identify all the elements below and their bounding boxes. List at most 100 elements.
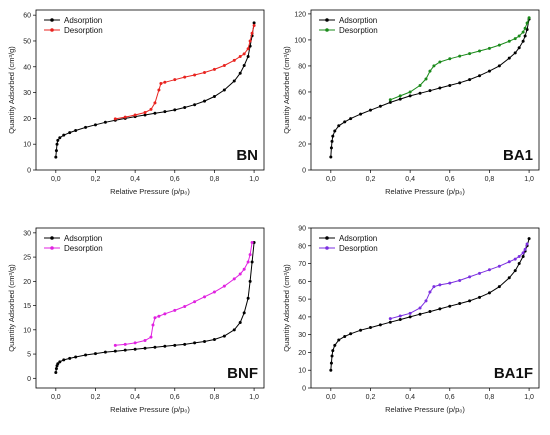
- legend-label: Desorption: [64, 244, 103, 253]
- data-point-adsorption: [378, 323, 382, 327]
- data-point-desorption: [497, 43, 501, 47]
- data-point-adsorption: [523, 34, 527, 38]
- data-point-desorption: [398, 314, 402, 318]
- data-point-adsorption: [428, 89, 432, 93]
- data-point-adsorption: [398, 97, 402, 101]
- data-point-adsorption: [521, 254, 525, 258]
- y-tick-label: 80: [298, 243, 306, 250]
- data-point-adsorption: [133, 347, 137, 351]
- data-point-adsorption: [242, 311, 246, 315]
- x-tick-label: 0,2: [366, 176, 376, 183]
- data-point-adsorption: [93, 352, 97, 356]
- data-point-adsorption: [252, 21, 256, 25]
- data-point-desorption: [458, 278, 462, 282]
- panel-ba1: 0,0 0,2 0,4 0,6 0,8 1,0 0 20 40 60 80 100 120 Relativ…: [275, 0, 550, 217]
- data-point-adsorption: [378, 104, 382, 108]
- data-point-adsorption: [497, 285, 501, 289]
- data-point-adsorption: [517, 46, 521, 50]
- data-point-adsorption: [58, 360, 62, 364]
- data-point-desorption: [203, 295, 207, 299]
- y-tick-label: 0: [27, 168, 31, 175]
- y-tick-label: 10: [298, 368, 306, 375]
- data-point-desorption: [523, 26, 527, 30]
- data-point-desorption: [517, 254, 521, 258]
- data-point-adsorption: [388, 100, 392, 104]
- data-point-desorption: [232, 277, 236, 281]
- x-tick-label: 0,8: [485, 394, 495, 401]
- legend-label: Adsorption: [339, 16, 377, 25]
- x-tick-label: 0,2: [91, 394, 101, 401]
- data-point-adsorption: [103, 120, 107, 124]
- data-point-desorption: [246, 260, 250, 264]
- data-point-adsorption: [408, 315, 412, 319]
- legend-label: Desorption: [339, 26, 378, 35]
- data-point-adsorption: [74, 129, 78, 133]
- series-line-desorption: [115, 242, 253, 346]
- data-point-adsorption: [330, 139, 334, 143]
- y-tick-label: 10: [23, 327, 31, 334]
- data-point-desorption: [432, 64, 436, 68]
- data-point-adsorption: [329, 368, 333, 372]
- y-tick-label: 0: [302, 168, 306, 175]
- data-point-desorption: [212, 290, 216, 294]
- data-point-desorption: [183, 305, 187, 309]
- data-point-adsorption: [513, 269, 517, 273]
- data-point-adsorption: [68, 131, 72, 135]
- legend-swatch-marker: [325, 18, 329, 22]
- x-tick-label: 0,4: [405, 176, 415, 183]
- y-axis-label: Quantity Adsorbed (cm³/g): [282, 264, 291, 352]
- data-point-adsorption: [54, 370, 58, 374]
- data-point-desorption: [487, 268, 491, 272]
- data-point-adsorption: [62, 133, 66, 137]
- data-point-adsorption: [368, 326, 372, 330]
- data-point-adsorption: [183, 106, 187, 110]
- data-point-adsorption: [193, 103, 197, 107]
- legend-label: Desorption: [339, 244, 378, 253]
- data-point-desorption: [448, 57, 452, 61]
- data-point-adsorption: [153, 345, 157, 349]
- legend-swatch-marker: [50, 18, 54, 22]
- x-tick-label: 1,0: [249, 394, 259, 401]
- x-tick-label: 0,2: [91, 176, 101, 183]
- data-point-desorption: [398, 94, 402, 98]
- data-point-desorption: [513, 257, 517, 261]
- data-point-adsorption: [521, 39, 525, 43]
- series-line-adsorption: [55, 242, 255, 373]
- data-point-desorption: [478, 49, 482, 53]
- data-point-adsorption: [343, 334, 347, 338]
- y-tick-label: 15: [23, 303, 31, 310]
- data-point-adsorption: [458, 302, 462, 306]
- data-point-adsorption: [163, 344, 167, 348]
- data-point-desorption: [487, 46, 491, 50]
- x-tick-label: 0,4: [130, 394, 140, 401]
- data-point-desorption: [153, 101, 157, 105]
- data-point-adsorption: [143, 346, 147, 350]
- data-point-adsorption: [54, 155, 58, 159]
- y-tick-label: 60: [298, 89, 306, 96]
- data-point-adsorption: [330, 354, 334, 358]
- data-point-desorption: [478, 271, 482, 275]
- data-point-adsorption: [173, 108, 177, 112]
- data-point-desorption: [163, 312, 167, 316]
- data-point-adsorption: [359, 112, 363, 116]
- y-tick-label: 40: [298, 314, 306, 321]
- data-point-adsorption: [56, 138, 60, 142]
- data-point-desorption: [507, 260, 511, 264]
- y-tick-label: 20: [298, 350, 306, 357]
- data-point-adsorption: [517, 262, 521, 266]
- y-tick-label: 40: [298, 115, 306, 122]
- data-point-adsorption: [250, 260, 254, 264]
- data-point-adsorption: [359, 328, 363, 332]
- x-tick-label: 0,0: [326, 176, 336, 183]
- data-point-adsorption: [337, 124, 341, 128]
- y-tick-label: 60: [23, 13, 31, 20]
- x-axis-label: Relative Pressure (p/p₀): [110, 187, 190, 196]
- data-point-desorption: [432, 285, 436, 289]
- data-point-desorption: [238, 272, 242, 276]
- data-point-desorption: [133, 341, 137, 345]
- data-point-adsorption: [123, 348, 127, 352]
- y-tick-label: 20: [298, 141, 306, 148]
- data-point-desorption: [252, 23, 256, 27]
- data-point-desorption: [521, 30, 525, 34]
- x-tick-label: 0,2: [366, 394, 376, 401]
